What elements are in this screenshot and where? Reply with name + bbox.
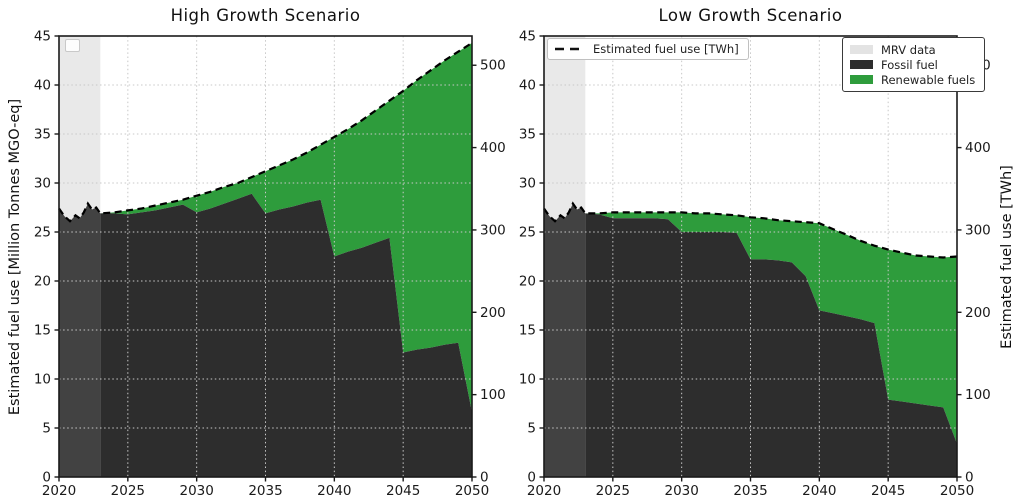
tick-label: 2030 [179,483,213,499]
tick-label: 35 [519,127,536,143]
legend-line-label: Estimated fuel use [TWh] [593,42,739,56]
panel-low-growth: 2020 2025 2030 2035 2040 2045 2050051015202530… [519,29,991,500]
panel-title-high-growth: High Growth Scenario [170,6,361,25]
tick-label: 20 [519,274,536,290]
legend-label-fossil: Fossil fuel [881,57,938,72]
legend-row-renewable: Renewable fuels [850,72,975,87]
fossil-swatch-icon [850,60,873,69]
tick-label: 5 [42,421,51,437]
y-axis-label-left-mgo: Estimated fuel use [Million Tonnes MGO-e… [7,98,23,416]
tick-label: 5 [527,421,536,437]
tick-label: 2050 [940,483,974,499]
tick-label: 40 [519,78,536,94]
tick-label: 400 [480,140,506,156]
legend-row-fossil: Fossil fuel [850,57,975,72]
legend-label-mrv: MRV data [881,42,936,57]
tick-label: 300 [480,222,506,238]
dashed-line-icon [555,47,585,51]
mrv-fossil-area [544,203,586,477]
tick-label: 25 [519,225,536,241]
tick-label: 200 [965,305,991,321]
tick-label: 2035 [248,483,282,499]
tick-label: 2040 [317,483,351,499]
tick-label: 15 [34,323,51,339]
renewable-swatch-icon [850,75,873,84]
mrv-swatch-icon [850,45,873,54]
tick-label: 45 [34,29,51,45]
tick-marks [54,35,477,482]
tick-label: 10 [519,372,536,388]
tick-label: 35 [34,127,51,143]
tick-label: 20 [34,274,51,290]
tick-label: 2040 [802,483,836,499]
panel-high-growth: 2020 2025 2030 2035 2040 2045 2050051015202530… [34,29,506,500]
tick-label: 2050 [455,483,489,499]
tick-label: 30 [519,176,536,192]
tick-label: 2035 [733,483,767,499]
tick-label: 100 [965,387,991,403]
legend-label-renewable: Renewable fuels [881,72,976,87]
gridlines [59,36,472,477]
tick-label: 2030 [664,483,698,499]
renewable-fuels-area [585,212,957,444]
legend-row-mrv: MRV data [850,42,975,57]
tick-label: 30 [34,176,51,192]
tick-label: 2020 [527,483,561,499]
fossil-fuel-area [100,193,473,478]
empty-legend-box [65,39,80,52]
tick-label: 300 [965,222,991,238]
tick-label: 2025 [596,483,630,499]
tick-label: 400 [965,140,991,156]
panel-title-low-growth: Low Growth Scenario [658,6,843,25]
mrv-fossil-area [59,203,101,477]
tick-label: 2020 [42,483,76,499]
tick-label: 0 [42,470,51,486]
y-axis-label-right-twh: Estimated fuel use [TWh] [999,165,1015,349]
tick-label: 2025 [111,483,145,499]
fossil-fuel-area [585,213,957,477]
tick-label: 25 [34,225,51,241]
legend-estimated-fuel-use: Estimated fuel use [TWh] [547,38,749,60]
legend-fill-series: MRV data Fossil fuel Renewable fuels [842,37,986,92]
renewable-fuels-area [100,42,473,413]
tick-label: 15 [519,323,536,339]
tick-label: 2045 [386,483,420,499]
estimated-fuel-use-line [58,41,473,223]
tick-label: 0 [527,470,536,486]
estimated-fuel-use-line [543,201,958,259]
tick-label: 40 [34,78,51,94]
tick-label: 0 [965,470,974,486]
tick-label: 0 [480,470,489,486]
gridlines [544,36,957,477]
tick-label: 500 [480,58,506,74]
tick-label: 2045 [871,483,905,499]
tick-label: 200 [480,305,506,321]
tick-label: 45 [519,29,536,45]
tick-label: 100 [480,387,506,403]
tick-label: 10 [34,372,51,388]
